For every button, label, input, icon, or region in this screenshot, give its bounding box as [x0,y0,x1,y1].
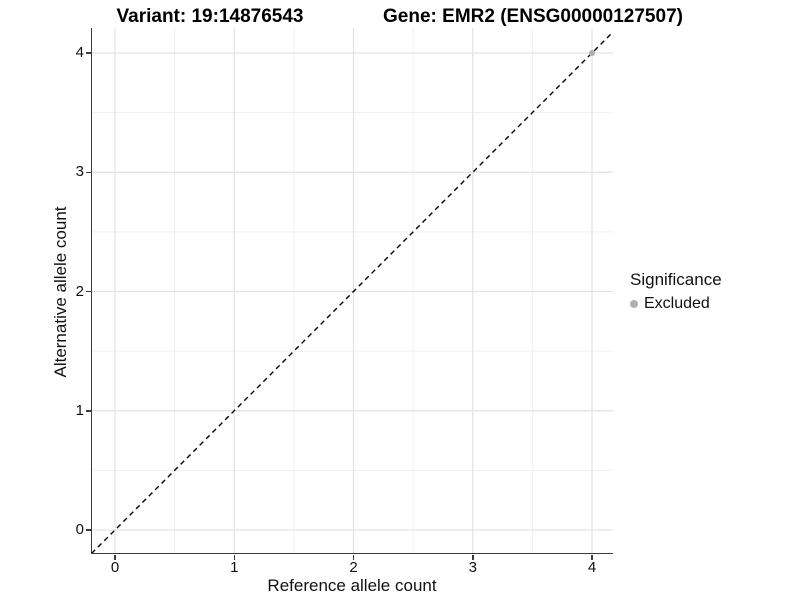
x-tick-mark-0 [114,554,116,560]
x-tick-mark-4 [591,554,593,560]
x-tick-mark-2 [352,554,355,560]
legend-item-excluded: Excluded [630,295,722,313]
y-tick-mark-0 [85,529,91,531]
x-tick-mark-3 [472,554,474,560]
x-tick-label-2: 2 [349,559,358,576]
y-tick-label-3: 3 [75,163,84,181]
legend: Significance Excluded [630,270,722,313]
x-tick-label-3: 3 [468,559,477,576]
x-tick-label-1: 1 [230,559,239,576]
data-point-excluded [588,50,595,56]
y-tick-label-0: 0 [75,521,84,538]
plot-title-variant: Variant: 19:14876543 [116,6,304,27]
x-tick-label-4: 4 [587,559,597,576]
y-tick-label-1: 1 [75,401,84,419]
legend-item-label: Excluded [644,295,710,312]
x-axis-title: Reference allele count [267,576,437,595]
y-tick-mark-1 [85,410,91,412]
legend-title: Significance [630,270,722,289]
y-tick-mark-4 [85,52,91,54]
plot-title-gene: Gene: EMR2 (ENSG00000127507) [383,6,683,27]
identity-line [91,31,613,553]
excluded-point-icon [630,300,638,308]
y-tick-label-4: 4 [75,44,84,61]
plot-canvas [91,28,613,553]
plot-panel [90,28,613,554]
y-tick-mark-3 [85,171,91,173]
x-tick-label-0: 0 [110,559,120,576]
x-tick-mark-1 [233,554,235,560]
y-tick-label-2: 2 [75,282,84,300]
y-axis-title: Alternative allele count [51,206,70,378]
y-tick-mark-2 [85,290,91,293]
